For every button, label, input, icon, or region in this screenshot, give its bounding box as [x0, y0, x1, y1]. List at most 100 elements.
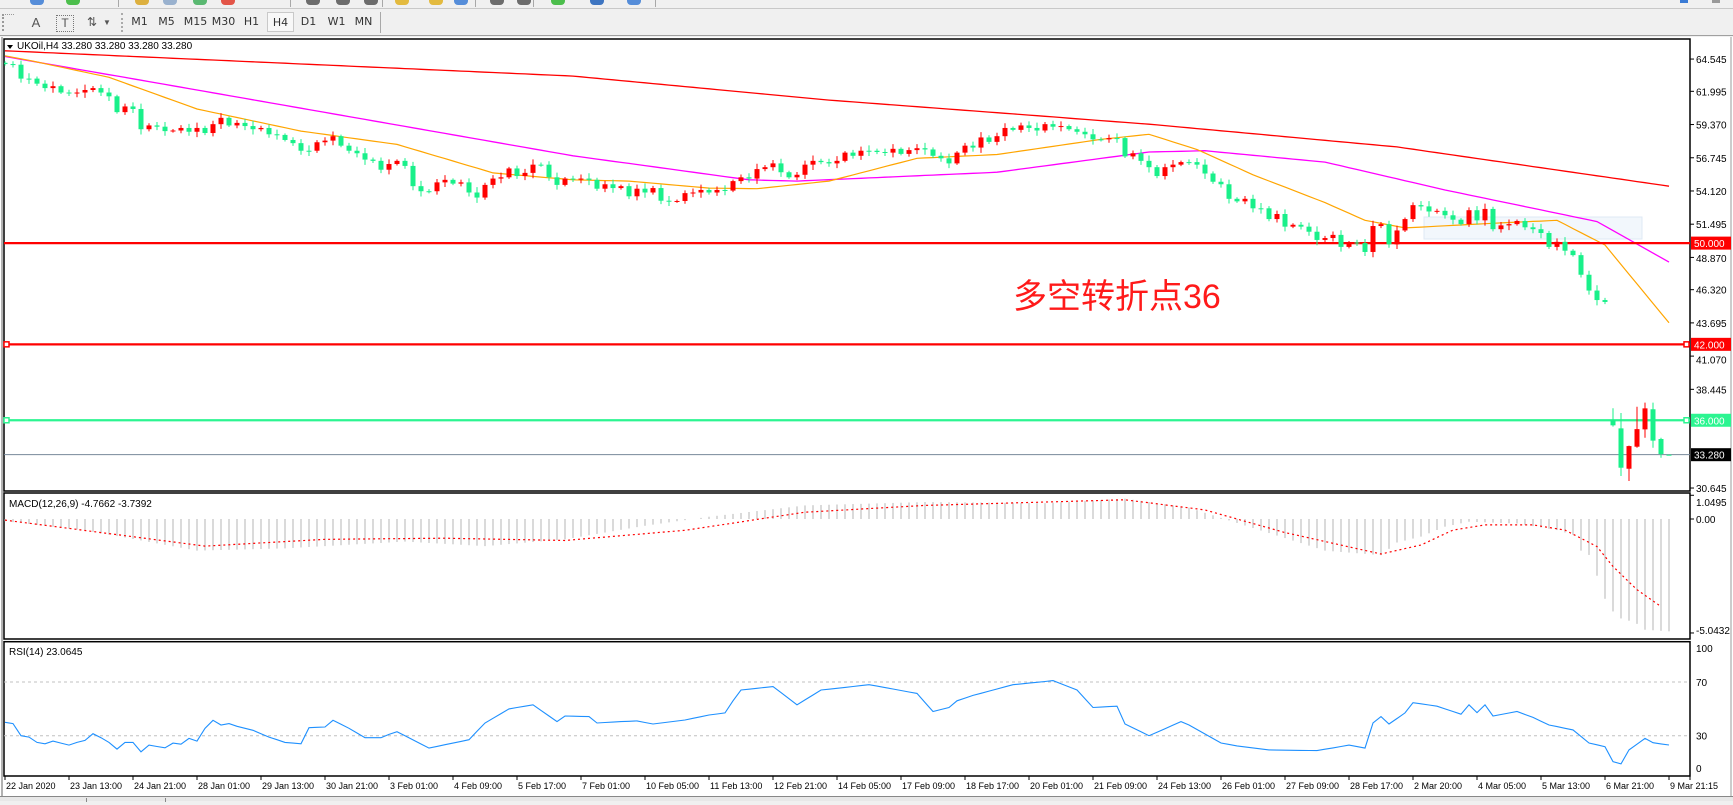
candle-body [1338, 234, 1344, 247]
candle [962, 142, 968, 156]
candle-body [1554, 241, 1560, 247]
candle [66, 89, 72, 96]
price-chart[interactable]: UKOil,H4 33.280 33.280 33.280 33.280 多空转折… [0, 37, 1733, 800]
time-tick-label: 10 Feb 05:00 [646, 781, 699, 791]
candle-body [1594, 290, 1600, 301]
candle [1434, 208, 1440, 214]
candle [1554, 238, 1560, 251]
candle-body [1346, 242, 1352, 247]
candle-body [114, 96, 120, 113]
candle-body [1130, 153, 1136, 157]
rsi-label: RSI(14) 23.0645 [9, 647, 83, 658]
text-tool-button[interactable]: A [31, 15, 41, 30]
grid-icon[interactable] [364, 0, 378, 5]
time-tick-label: 3 Feb 01:00 [390, 781, 438, 791]
candle-body [858, 150, 864, 156]
candle [570, 175, 576, 182]
candle-body [474, 192, 480, 198]
stop-icon[interactable] [221, 0, 235, 5]
new-order-icon[interactable] [66, 0, 80, 5]
candle [370, 157, 376, 164]
timeframe-button-m15[interactable]: M15 [183, 15, 208, 28]
candle [1546, 230, 1552, 250]
timeframe-button-w1[interactable]: W1 [327, 15, 346, 28]
pencil-icon[interactable] [429, 0, 443, 5]
line-handle-icon[interactable] [3, 341, 10, 348]
chart-window[interactable]: UKOil,H4 33.280 33.280 33.280 33.280 多空转折… [0, 37, 1733, 800]
candle [26, 73, 32, 84]
arrows-dropdown-button[interactable]: ▼ [102, 13, 112, 32]
candle-body [1410, 205, 1416, 220]
pencil-icon[interactable] [395, 0, 409, 5]
ma-fast-line [4, 55, 1670, 324]
timeframe-button-d1[interactable]: D1 [300, 15, 317, 28]
line-handle-icon[interactable] [3, 417, 10, 424]
candle [1130, 150, 1136, 160]
candle-body [498, 177, 504, 179]
line-handle-icon[interactable] [1683, 417, 1690, 424]
time-tick-label: 26 Feb 01:00 [1222, 781, 1275, 791]
hline-icon[interactable] [490, 0, 504, 5]
candle-body [1570, 250, 1576, 256]
candle-body [1354, 242, 1360, 244]
candle-body [714, 189, 720, 193]
candle [1034, 122, 1040, 136]
arrows-tool-button[interactable]: ⇅ [84, 13, 100, 32]
candle [1274, 210, 1280, 223]
hline-icon[interactable] [517, 0, 531, 5]
data-window-icon[interactable] [163, 0, 177, 5]
timeframe-button-mn[interactable]: MN [354, 15, 373, 28]
candle [882, 148, 888, 157]
chart-annotation-text[interactable]: 多空转折点36 [1013, 278, 1221, 316]
candle [1194, 158, 1200, 169]
candle [594, 177, 600, 191]
candle [1482, 203, 1488, 226]
market-watch-icon[interactable] [135, 0, 149, 5]
price-tick-label: 48.870 [1696, 254, 1727, 265]
candle [978, 132, 984, 153]
candle-body [50, 86, 56, 89]
candle-body [1258, 208, 1264, 210]
candle-body [1298, 224, 1304, 227]
chart-tab[interactable] [165, 798, 166, 802]
chart-tab[interactable] [0, 798, 87, 802]
candle [258, 125, 264, 132]
crosshair-icon[interactable] [306, 0, 320, 5]
candle-body [834, 160, 840, 164]
window-control-icon[interactable] [1680, 0, 1688, 3]
candle [562, 177, 568, 187]
timeframe-button-m30[interactable]: M30 [211, 15, 236, 28]
tile-windows-icon[interactable] [454, 0, 468, 5]
candle [1658, 437, 1664, 458]
period-separator-icon[interactable] [336, 0, 350, 5]
toolbar-separator [533, 0, 534, 7]
timeframe-button-m1[interactable]: M1 [131, 15, 148, 28]
candle [1250, 194, 1256, 213]
time-tick-label: 29 Jan 13:00 [262, 781, 314, 791]
candle-body [4, 62, 8, 65]
time-tick-label: 28 Feb 17:00 [1350, 781, 1403, 791]
zoom-icon[interactable] [30, 0, 44, 5]
collapse-triangle-icon[interactable] [7, 45, 13, 49]
timeframe-button-m5[interactable]: M5 [158, 15, 175, 28]
window-control-icon[interactable] [1712, 0, 1720, 3]
time-tick-label: 9 Mar 21:15 [1670, 781, 1718, 791]
candle-body [322, 140, 328, 143]
candle [1402, 217, 1408, 232]
candle-body [954, 152, 960, 164]
timeframe-button-h4[interactable]: H4 [267, 12, 294, 32]
candle [946, 153, 952, 169]
text-label-tool-button[interactable]: T [56, 15, 74, 32]
candle [226, 116, 232, 127]
add-icon[interactable] [551, 0, 565, 5]
chart-icon[interactable] [627, 0, 641, 5]
navigator-icon[interactable] [193, 0, 207, 5]
candle [1602, 297, 1608, 305]
candle-body [562, 178, 568, 185]
candle-body [442, 179, 448, 183]
timeframe-button-h1[interactable]: H1 [243, 15, 260, 28]
refresh-icon[interactable] [590, 0, 604, 5]
line-handle-icon[interactable] [1683, 341, 1690, 348]
candle-body [434, 182, 440, 192]
rsi-line [4, 680, 1670, 765]
